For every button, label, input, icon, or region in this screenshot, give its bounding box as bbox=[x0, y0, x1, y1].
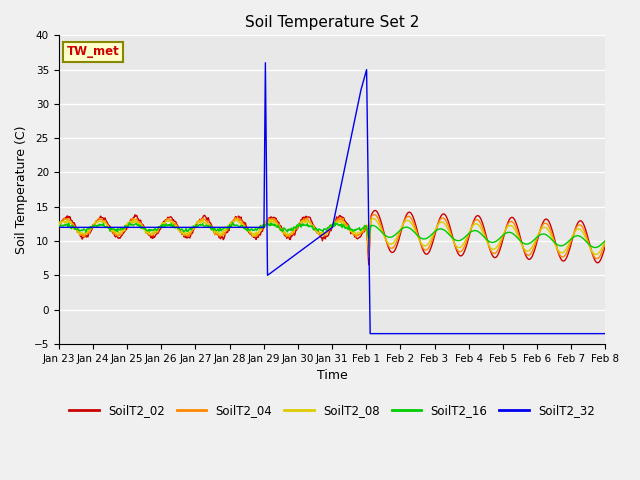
Legend: SoilT2_02, SoilT2_04, SoilT2_08, SoilT2_16, SoilT2_32: SoilT2_02, SoilT2_04, SoilT2_08, SoilT2_… bbox=[65, 399, 600, 421]
Y-axis label: Soil Temperature (C): Soil Temperature (C) bbox=[15, 125, 28, 254]
X-axis label: Time: Time bbox=[317, 369, 348, 382]
Text: TW_met: TW_met bbox=[67, 46, 120, 59]
Title: Soil Temperature Set 2: Soil Temperature Set 2 bbox=[245, 15, 419, 30]
